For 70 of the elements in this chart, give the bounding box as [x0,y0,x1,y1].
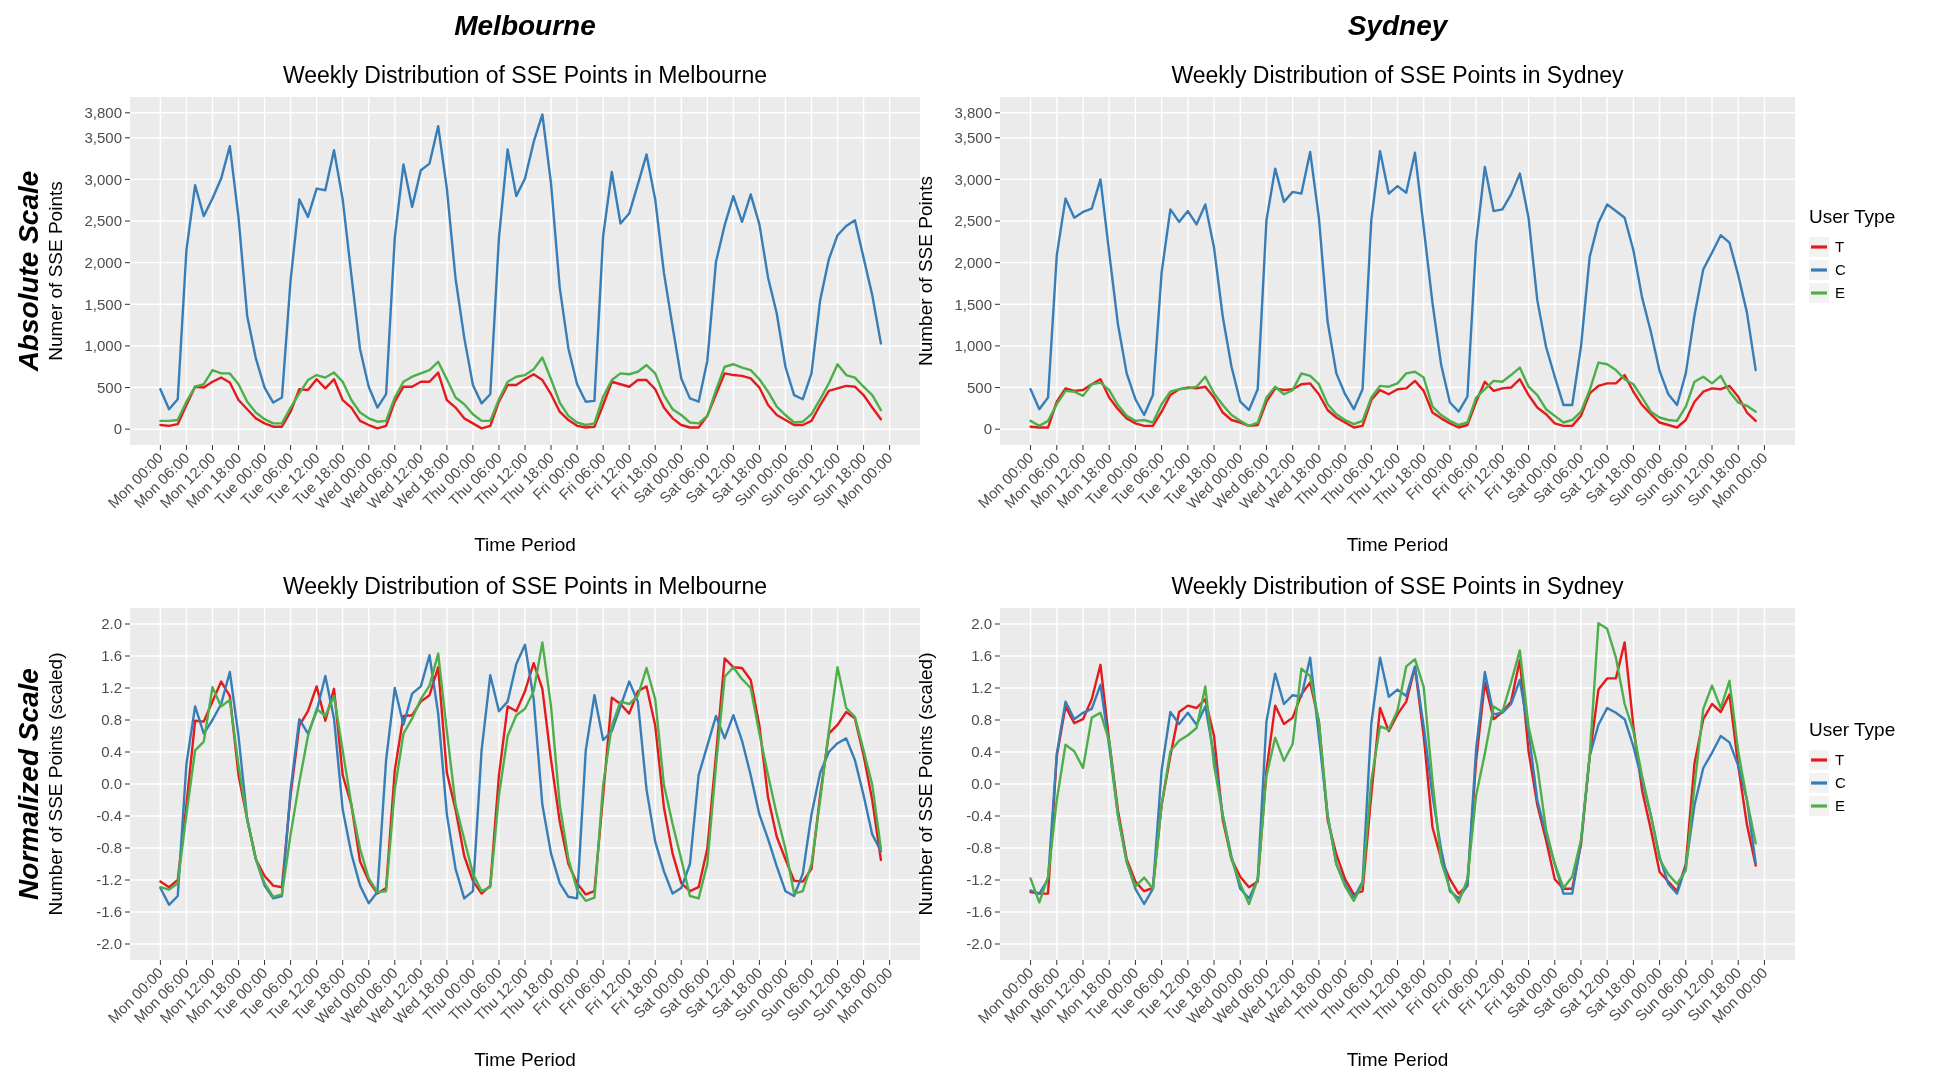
y-tick-label: -1.2 [966,871,992,889]
y-tick-label: 0.4 [101,743,122,761]
line-series [159,371,883,430]
x-axis-title: Time Period [474,1049,576,1070]
y-tick-label: 1.2 [101,679,122,697]
y-tick-label: 0.8 [101,711,122,729]
legend-label: T [1835,238,1845,256]
y-tick-label: 3,500 [84,129,122,147]
y-axis-title: Number of SSE Points (scaled) [45,652,66,916]
y-tick-label: 1,500 [84,295,122,313]
chart-title: Weekly Distribution of SSE Points in Sydney [1171,573,1625,599]
y-tick-label: 500 [96,378,122,396]
y-tick-label: 0.0 [101,775,122,793]
text: Absolute Scale [13,170,44,373]
y-tick-label: 1.6 [101,647,122,665]
y-tick-label: 3,000 [954,170,992,188]
y-tick-label: -0.8 [96,839,122,857]
line-series [1029,149,1757,417]
y-tick-label: -0.8 [966,839,992,857]
y-tick-label: 1,000 [954,337,992,355]
y-tick-label: 3,800 [954,104,992,122]
y-tick-label: -0.4 [96,807,122,825]
chart-title: Weekly Distribution of SSE Points in Melbourne [282,62,768,88]
chart-title: Weekly Distribution of SSE Points in Sydney [1171,62,1625,88]
legend-title: User Type [1809,719,1896,740]
legend-label: C [1835,261,1846,279]
line-series [159,356,883,427]
y-tick-label: 3,800 [84,104,122,122]
legend-label: E [1835,284,1846,302]
y-tick-label: 0.0 [971,775,992,793]
y-tick-label: 500 [966,378,992,396]
y-tick-label: 1,500 [954,295,992,313]
y-tick-label: 2.0 [971,615,992,633]
y-tick-label: 0.8 [971,711,992,729]
y-tick-label: 2,500 [954,212,992,230]
y-tick-label: 2.0 [101,615,122,633]
legend-label: E [1835,797,1846,815]
text: Melbourne [454,10,596,41]
y-axis-title: Number of SSE Points [915,175,936,367]
y-tick-label: 0 [113,420,122,438]
line-series [159,113,883,411]
y-tick-label: 1.6 [971,647,992,665]
y-tick-label: 3,000 [84,170,122,188]
legend-label: C [1835,774,1846,792]
line-series [1029,373,1757,429]
y-tick-label: 1.2 [971,679,992,697]
x-axis-title: Time Period [1346,1049,1449,1070]
legend-label: T [1835,751,1845,769]
y-tick-label: -1.2 [96,871,122,889]
y-tick-label: 2,000 [84,253,122,271]
y-tick-label: 3,500 [954,129,992,147]
y-tick-label: 1,000 [84,337,122,355]
y-tick-label: -0.4 [966,807,992,825]
y-tick-label: 2,000 [954,253,992,271]
y-tick-label: -2.0 [96,935,122,953]
text: Sydney [1347,10,1449,41]
y-tick-label: 2,500 [84,212,122,230]
chart-title: Weekly Distribution of SSE Points in Melbourne [282,573,768,599]
y-tick-label: -1.6 [96,903,122,921]
legend-title: User Type [1809,206,1896,227]
y-axis-title: Numer of SSE Points [45,181,66,361]
x-axis-title: Time Period [1346,534,1449,555]
text: Normalized Scale [13,668,44,900]
y-tick-label: -1.6 [966,903,992,921]
y-tick-label: 0 [983,420,992,438]
line-series [1029,361,1757,428]
y-axis-title: Number of SSE Points (scaled) [915,652,936,916]
y-tick-label: 0.4 [971,743,992,761]
x-axis-title: Time Period [474,534,576,555]
y-tick-label: -2.0 [966,935,992,953]
